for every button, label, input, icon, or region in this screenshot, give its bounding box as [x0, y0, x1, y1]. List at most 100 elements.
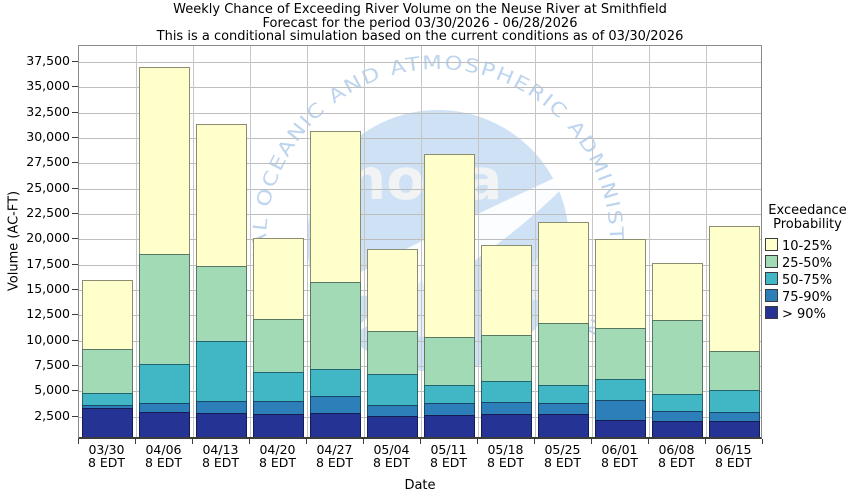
bar-segment — [709, 225, 760, 351]
x-tick-time: 8 EDT — [87, 455, 126, 470]
x-tick-date: 04/27 — [316, 442, 353, 457]
legend-swatch — [765, 255, 778, 268]
x-tick-label: 03/30 8 EDT — [78, 443, 135, 469]
x-tick-time: 8 EDT — [600, 455, 639, 470]
legend-item: 10-25% — [765, 238, 850, 255]
bar-segment — [196, 412, 247, 437]
bar-segment — [196, 341, 247, 401]
x-tick-mark — [306, 439, 307, 444]
bar-segment — [367, 374, 418, 405]
legend-items: 10-25% 25-50% 50-75% 75-90% > 90% — [765, 238, 850, 323]
bar-segment — [367, 330, 418, 375]
y-tick-label: 5,000 — [34, 382, 70, 398]
legend-item: 50-75% — [765, 272, 850, 289]
h-gridline — [79, 163, 761, 165]
y-tick-mark — [72, 339, 78, 341]
v-gridline — [706, 46, 707, 437]
bar-segment — [253, 413, 304, 437]
h-gridline — [79, 214, 761, 215]
y-tick-mark — [72, 365, 78, 367]
x-tick-date: 05/18 — [487, 442, 524, 457]
y-tick-label: 20,000 — [26, 230, 70, 246]
h-gridline — [79, 315, 761, 317]
h-gridline — [79, 61, 761, 63]
bar-segment — [196, 401, 247, 413]
h-gridline — [79, 112, 761, 114]
y-tick-label: 35,000 — [26, 78, 70, 94]
y-tick-mark — [72, 289, 78, 291]
bar-segment — [709, 421, 760, 437]
x-tick-mark — [420, 439, 421, 444]
bar-segment — [310, 396, 361, 414]
y-tick-label: 22,500 — [26, 205, 70, 220]
v-gridline — [364, 46, 365, 437]
legend-item: > 90% — [765, 306, 850, 323]
bar-segment — [709, 389, 760, 413]
bar-05/04 — [367, 46, 418, 437]
bar-segment — [310, 281, 361, 370]
bar-segment — [139, 67, 190, 255]
y-tick-label: 10,000 — [26, 331, 70, 347]
x-tick-label: 06/15 8 EDT — [705, 443, 762, 469]
y-tick-mark — [72, 238, 78, 240]
h-gridline — [79, 416, 761, 418]
x-tick-mark — [135, 439, 136, 444]
legend-title: Exceedance Probability — [765, 204, 850, 231]
bar-segment — [253, 237, 304, 319]
y-tick-label: 7,500 — [34, 357, 70, 373]
bar-segment — [481, 413, 532, 437]
x-tick-mark — [192, 439, 193, 444]
x-tick-date: 04/13 — [202, 442, 239, 457]
h-gridline — [79, 87, 761, 89]
bar-segment — [595, 420, 646, 437]
bar-segment — [424, 403, 475, 415]
v-gridline — [421, 46, 422, 437]
x-tick-mark — [648, 439, 649, 444]
bar-segment — [652, 320, 703, 395]
bar-04/27 — [310, 46, 361, 437]
h-gridline — [79, 188, 761, 190]
y-tick-mark — [72, 162, 78, 164]
bar-segment — [538, 384, 589, 404]
x-tick-label: 04/13 8 EDT — [192, 443, 249, 469]
x-tick-label: 04/27 8 EDT — [306, 443, 363, 469]
x-tick-label: 05/18 8 EDT — [477, 443, 534, 469]
bar-segment — [652, 394, 703, 411]
legend-title-line1: Exceedance — [768, 203, 847, 218]
bar-segment — [139, 403, 190, 413]
x-tick-date: 04/06 — [145, 442, 182, 457]
bar-segment — [481, 244, 532, 335]
bar-segment — [652, 410, 703, 422]
x-axis-label: Date — [404, 478, 436, 493]
bar-segment — [139, 364, 190, 404]
x-tick-time: 8 EDT — [372, 455, 411, 470]
x-tick-date: 06/15 — [715, 442, 752, 457]
x-tick-time: 8 EDT — [315, 455, 354, 470]
v-gridline — [535, 46, 536, 437]
legend-swatch — [765, 238, 778, 251]
x-tick-label: 05/11 8 EDT — [420, 443, 477, 469]
legend-item-label: > 90% — [782, 307, 826, 322]
bar-segment — [82, 280, 133, 349]
h-gridline — [79, 340, 761, 342]
legend-item-label: 10-25% — [782, 239, 833, 254]
bars-layer — [79, 46, 761, 437]
chart-title-line3: This is a conditional simulation based o… — [156, 29, 684, 45]
bar-segment — [538, 413, 589, 437]
y-tick-mark — [72, 415, 78, 417]
bar-segment — [253, 372, 304, 401]
bar-segment — [367, 416, 418, 437]
legend: Exceedance Probability 10-25% 25-50% 50-75… — [765, 204, 850, 323]
h-gridline — [79, 239, 761, 241]
bar-segment — [538, 403, 589, 414]
bar-segment — [595, 400, 646, 421]
v-gridline — [592, 46, 593, 437]
x-tick-time: 8 EDT — [657, 455, 696, 470]
x-tick-mark — [477, 439, 478, 444]
x-tick-date: 05/04 — [373, 442, 410, 457]
y-tick-mark — [72, 86, 78, 88]
bar-segment — [424, 336, 475, 386]
x-tick-time: 8 EDT — [201, 455, 240, 470]
bar-segment — [139, 412, 190, 437]
legend-swatch — [765, 306, 778, 319]
